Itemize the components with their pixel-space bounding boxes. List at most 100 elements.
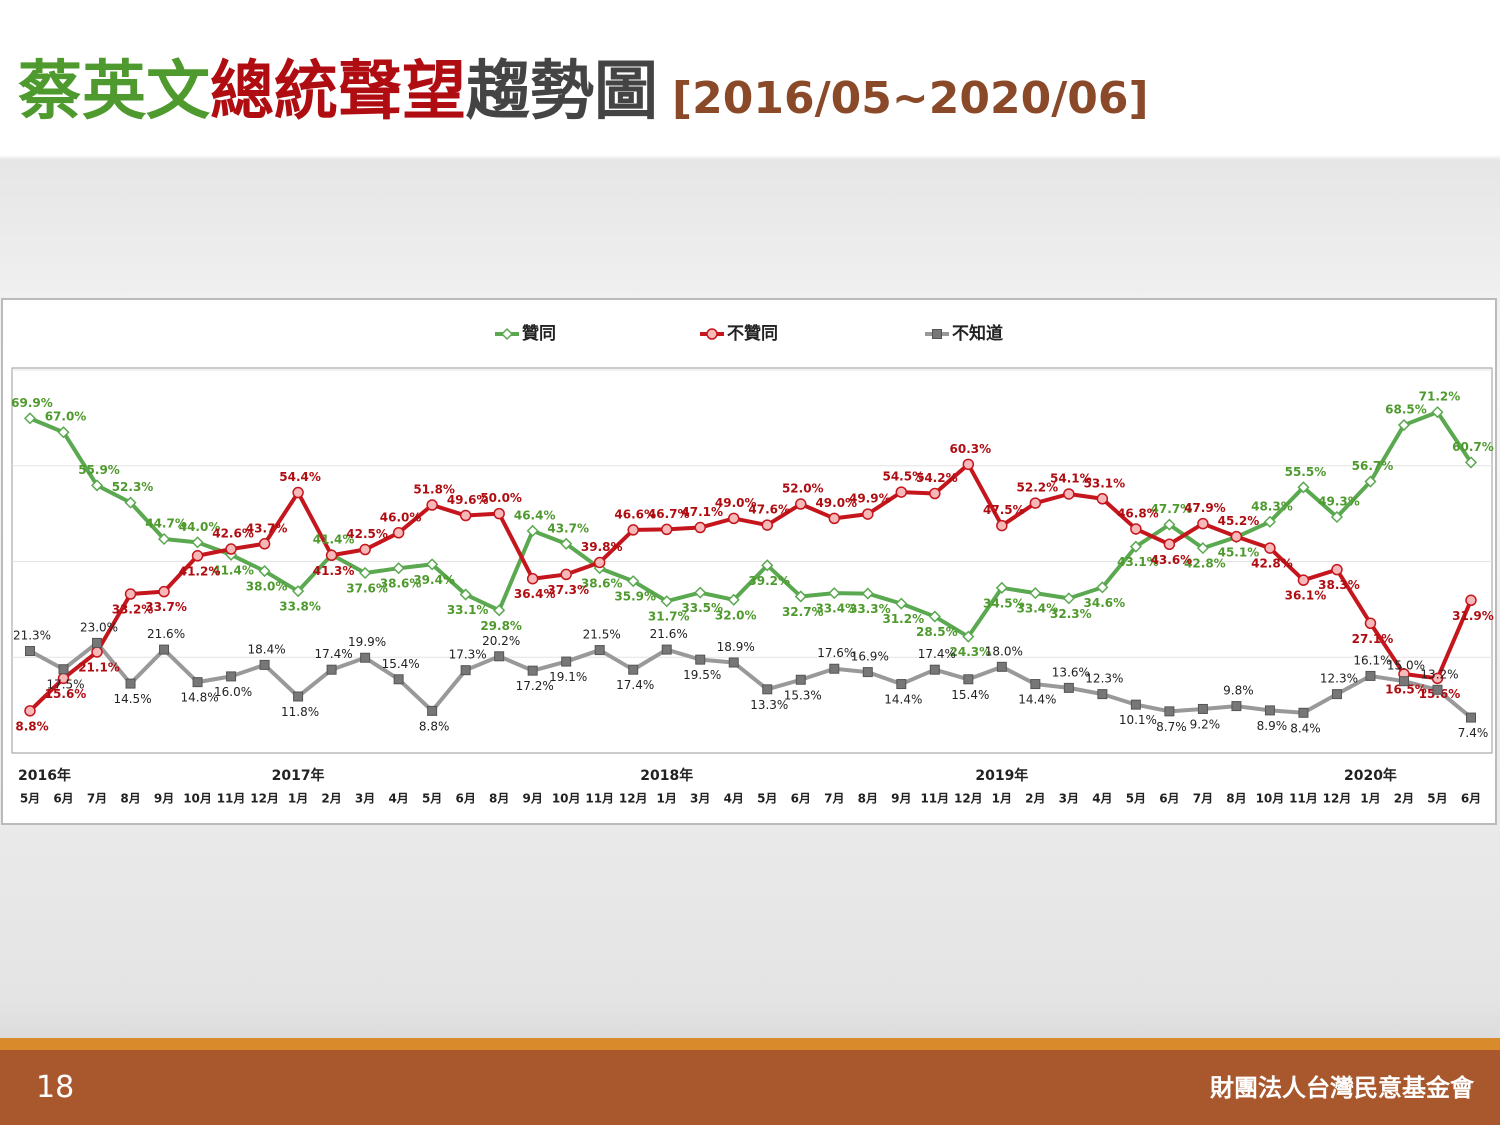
data-point (1097, 689, 1108, 700)
organization: 財團法人台灣民意基金會 (1210, 1074, 1474, 1102)
x-tick-label: 8月 (858, 792, 878, 806)
value-label: 37.6% (346, 581, 388, 595)
value-label: 45.2% (1218, 514, 1260, 528)
value-label: 55.9% (78, 463, 120, 477)
value-label: 46.4% (514, 508, 556, 522)
value-label: 38.6% (380, 577, 422, 591)
x-tick-label: 1月 (1360, 792, 1380, 806)
value-label: 17.6% (817, 646, 855, 660)
value-label: 21.3% (13, 629, 51, 643)
data-point (929, 487, 941, 500)
data-point (392, 562, 405, 575)
x-tick-label: 4月 (388, 792, 408, 806)
value-label: 48.3% (1251, 499, 1293, 513)
data-point (1264, 705, 1275, 716)
data-point (1196, 542, 1209, 555)
value-label: 28.5% (916, 625, 958, 639)
value-label: 33.5% (681, 601, 723, 615)
series-line (28, 462, 1473, 713)
value-label: 36.4% (514, 587, 556, 601)
data-point (23, 412, 37, 425)
value-label: 54.5% (882, 470, 924, 484)
data-point (1364, 617, 1377, 630)
x-tick-label: 5月 (1126, 792, 1146, 806)
value-label: 12.3% (1320, 672, 1358, 686)
value-label: 38.6% (581, 577, 623, 591)
year-label: 2018年 (640, 767, 693, 784)
value-label: 15.4% (382, 657, 420, 671)
data-point (1197, 703, 1208, 714)
value-label: 17.2% (516, 679, 554, 693)
data-point (192, 677, 203, 688)
value-label: 14.4% (884, 693, 922, 707)
value-label: 31.7% (648, 610, 690, 624)
data-point (996, 519, 1008, 532)
value-label: 37.3% (547, 583, 589, 597)
data-point (427, 705, 438, 716)
data-point (1030, 679, 1041, 690)
data-point (1231, 701, 1242, 712)
value-label: 42.5% (346, 527, 388, 541)
data-point (1130, 699, 1141, 710)
value-label: 33.4% (1017, 602, 1059, 616)
data-point (125, 678, 136, 689)
value-label: 16.9% (851, 650, 889, 664)
data-point (829, 663, 840, 674)
x-tick-label: 9月 (522, 792, 542, 806)
x-tick-label: 6月 (1159, 792, 1179, 806)
data-point (593, 556, 606, 569)
value-label: 46.0% (380, 510, 422, 524)
data-point (1464, 456, 1478, 469)
value-label: 42.8% (1251, 557, 1293, 571)
plot-area (11, 367, 1493, 754)
data-point (326, 664, 337, 675)
value-label: 16.1% (1353, 653, 1391, 667)
value-label: 29.8% (480, 619, 522, 633)
data-point (1297, 574, 1310, 586)
value-label: 13.2% (1420, 667, 1458, 681)
legend-label: 不贊同 (727, 323, 778, 344)
value-label: 49.0% (815, 496, 857, 510)
data-point (896, 679, 907, 690)
value-label: 21.6% (650, 627, 688, 641)
data-point (1062, 592, 1075, 605)
value-label: 43.7% (547, 521, 589, 535)
value-label: 41.2% (179, 564, 221, 578)
series-line (29, 640, 1473, 720)
data-point (1365, 670, 1376, 681)
data-point (761, 559, 774, 572)
value-label: 13.3% (750, 698, 788, 712)
data-point (426, 558, 439, 571)
data-point (828, 587, 841, 600)
value-label: 15.4% (951, 688, 989, 702)
x-tick-label: 9月 (891, 792, 911, 806)
value-label: 14.8% (180, 691, 218, 705)
value-label: 20.2% (482, 634, 520, 648)
value-label: 39.4% (413, 573, 455, 587)
x-tick-label: 11月 (217, 792, 246, 806)
value-label: 15.3% (784, 688, 822, 702)
value-label: 21.5% (583, 628, 621, 642)
x-tick-label: 1月 (657, 792, 677, 806)
x-tick-label: 6月 (53, 792, 73, 806)
data-point (561, 656, 572, 667)
x-tick-label: 4月 (1092, 792, 1112, 806)
value-label: 47.6% (748, 503, 790, 517)
x-tick-label: 11月 (1289, 792, 1318, 806)
x-tick-label: 2月 (321, 792, 341, 806)
data-point (862, 667, 873, 678)
x-tick-label: 10月 (183, 792, 212, 806)
value-label: 16.5% (1385, 683, 1427, 697)
data-point (1096, 581, 1109, 594)
data-point (325, 549, 338, 562)
data-point (727, 593, 740, 606)
data-point (928, 610, 941, 623)
value-label: 17.4% (315, 647, 353, 661)
data-point (795, 498, 807, 510)
value-label: 16.0% (214, 685, 252, 699)
x-tick-label: 12月 (619, 792, 648, 806)
data-point (694, 586, 707, 599)
data-point (1096, 493, 1109, 505)
